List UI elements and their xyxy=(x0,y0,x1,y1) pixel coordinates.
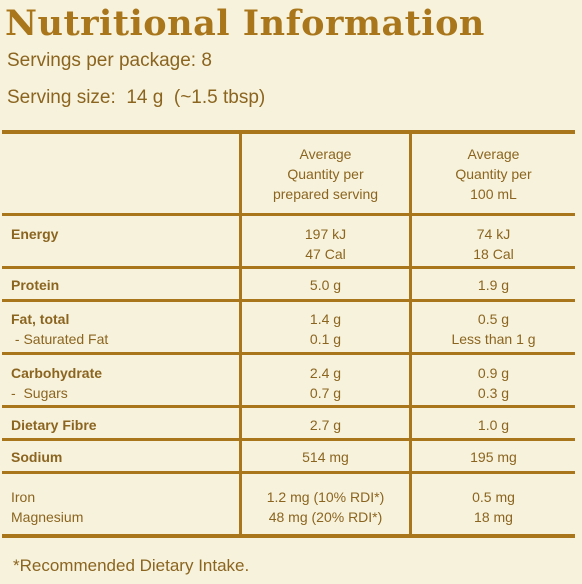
nutrient-subname: - Sugars xyxy=(11,385,68,401)
table-row-energy: Energy 197 kJ 47 Cal 74 kJ 18 Cal xyxy=(2,216,575,269)
value-line: 1.0 g xyxy=(477,417,510,433)
value-line: 1.2 mg (10% RDI*) xyxy=(266,489,385,505)
nutrient-label: Fat, total - Saturated Fat xyxy=(2,302,239,352)
nutrient-name: Energy xyxy=(11,226,59,242)
value-line: 0.5 mg xyxy=(472,489,515,505)
page-title: Nutritional Information xyxy=(5,3,485,44)
header-per-serving: Average Quantity per prepared serving xyxy=(239,134,409,213)
value-line: 2.7 g xyxy=(309,417,342,433)
per-serving-value: 2.7 g xyxy=(239,408,409,438)
per-serving-value: 1.2 mg (10% RDI*) 48 mg (20% RDI*) xyxy=(239,474,409,534)
value-line: 0.1 g xyxy=(309,331,342,347)
nutrient-name: Sodium xyxy=(11,449,63,465)
nutrient-label: Sodium xyxy=(2,441,239,471)
value-line: 0.3 g xyxy=(477,385,510,401)
header-nutrient-column xyxy=(2,134,239,213)
table-row-dietary-fibre: Dietary Fibre 2.7 g 1.0 g xyxy=(2,408,575,441)
value-line: Less than 1 g xyxy=(451,331,536,347)
value-line: 2.4 g xyxy=(309,365,342,381)
value-line: 0.9 g xyxy=(477,365,510,381)
nutrient-subname: - Saturated Fat xyxy=(11,331,109,347)
per-100ml-value: 0.9 g 0.3 g xyxy=(409,355,575,405)
nutrient-name: Dietary Fibre xyxy=(11,417,97,433)
per-100ml-value: 1.9 g xyxy=(409,269,575,299)
value-line: 47 Cal xyxy=(305,246,346,262)
header-per-serving-line: prepared serving xyxy=(272,186,379,202)
nutrient-name: Carbohydrate xyxy=(11,365,103,381)
table-row-sodium: Sodium 514 mg 195 mg xyxy=(2,441,575,474)
value-line: 1.4 g xyxy=(309,311,342,327)
nutrient-label: Protein xyxy=(2,269,239,299)
table-row-protein: Protein 5.0 g 1.9 g xyxy=(2,269,575,302)
nutrient-name: Protein xyxy=(11,277,60,293)
nutrition-table: Average Quantity per prepared serving Av… xyxy=(2,130,575,538)
table-row-minerals: Iron Magnesium 1.2 mg (10% RDI*) 48 mg (… xyxy=(2,474,575,534)
value-line: 195 mg xyxy=(470,449,517,465)
value-line: 197 kJ xyxy=(304,226,347,242)
header-per-100ml-line: 100 mL xyxy=(470,186,517,202)
per-serving-value: 514 mg xyxy=(239,441,409,471)
value-line: 5.0 g xyxy=(309,277,342,293)
value-line: 48 mg (20% RDI*) xyxy=(268,509,383,525)
per-100ml-value: 195 mg xyxy=(409,441,575,471)
table-row-fat: Fat, total - Saturated Fat 1.4 g 0.1 g 0… xyxy=(2,302,575,355)
value-line: 0.5 g xyxy=(477,311,510,327)
footnote: *Recommended Dietary Intake. xyxy=(13,556,250,575)
per-100ml-value: 74 kJ 18 Cal xyxy=(409,216,575,266)
header-per-serving-line: Quantity per xyxy=(287,166,364,182)
per-serving-value: 5.0 g xyxy=(239,269,409,299)
value-line: 0.7 g xyxy=(309,385,342,401)
header-per-serving-line: Average xyxy=(299,146,352,162)
table-row-carbohydrate: Carbohydrate - Sugars 2.4 g 0.7 g 0.9 g … xyxy=(2,355,575,408)
per-serving-value: 1.4 g 0.1 g xyxy=(239,302,409,352)
nutrient-name: Fat, total xyxy=(11,311,70,327)
servings-per-package: Servings per package: 8 xyxy=(7,50,212,71)
nutrient-label: Iron Magnesium xyxy=(2,474,239,534)
per-100ml-value: 0.5 mg 18 mg xyxy=(409,474,575,534)
nutrient-label: Energy xyxy=(2,216,239,266)
header-per-100ml-line: Quantity per xyxy=(455,166,532,182)
nutrient-label: Carbohydrate - Sugars xyxy=(2,355,239,405)
per-serving-value: 2.4 g 0.7 g xyxy=(239,355,409,405)
serving-size: Serving size: 14 g (~1.5 tbsp) xyxy=(7,87,266,108)
value-line: 74 kJ xyxy=(476,226,511,242)
value-line: 1.9 g xyxy=(477,277,510,293)
value-line: 18 mg xyxy=(474,509,513,525)
header-per-100ml: Average Quantity per 100 mL xyxy=(409,134,575,213)
nutrient-name: Magnesium xyxy=(11,509,84,525)
per-serving-value: 197 kJ 47 Cal xyxy=(239,216,409,266)
per-100ml-value: 1.0 g xyxy=(409,408,575,438)
value-line: 18 Cal xyxy=(473,246,514,262)
nutrient-label: Dietary Fibre xyxy=(2,408,239,438)
table-header-row: Average Quantity per prepared serving Av… xyxy=(2,134,575,216)
per-100ml-value: 0.5 g Less than 1 g xyxy=(409,302,575,352)
value-line: 514 mg xyxy=(302,449,349,465)
nutrient-name: Iron xyxy=(11,489,36,505)
header-per-100ml-line: Average xyxy=(467,146,520,162)
